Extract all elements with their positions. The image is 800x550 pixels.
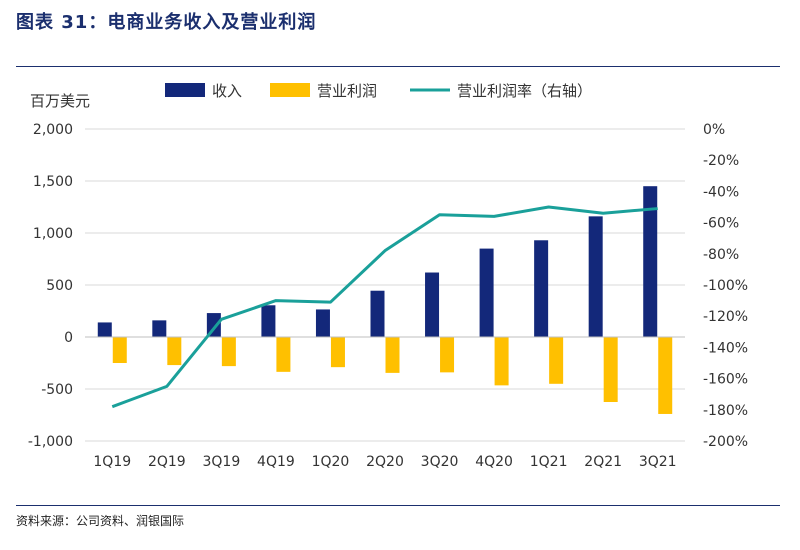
bar-revenue <box>425 272 440 337</box>
x-tick-label: 1Q21 <box>530 454 568 470</box>
bar-operating-profit <box>276 337 291 372</box>
bar-revenue <box>534 240 549 337</box>
y-tick-label: 500 <box>46 278 73 294</box>
legend-label-revenue: 收入 <box>212 82 242 100</box>
title-divider <box>16 66 780 67</box>
bar-operating-profit <box>167 337 182 366</box>
x-tick-label: 3Q21 <box>639 454 677 470</box>
y-tick-label: -1,000 <box>28 434 73 450</box>
legend-label-operating-margin: 营业利润率（右轴） <box>457 82 592 100</box>
legend-label-operating-profit: 营业利润 <box>317 82 377 100</box>
bar-revenue <box>97 322 112 337</box>
y2-tick-label: -60% <box>703 216 739 232</box>
bar-operating-profit <box>603 337 618 402</box>
y2-tick-label: -140% <box>703 340 748 356</box>
bar-operating-profit <box>494 337 509 386</box>
chart-title: 图表 31：电商业务收入及营业利润 <box>16 12 317 33</box>
x-tick-label: 3Q20 <box>421 454 459 470</box>
bar-operating-profit <box>330 337 345 368</box>
bar-operating-profit <box>440 337 455 373</box>
x-tick-label: 2Q19 <box>148 454 186 470</box>
x-tick-label: 1Q19 <box>93 454 131 470</box>
bar-revenue <box>261 305 276 337</box>
footer-divider <box>16 505 780 506</box>
x-tick-label: 3Q19 <box>202 454 240 470</box>
y2-tick-label: -100% <box>703 278 748 294</box>
y2-tick-label: -160% <box>703 372 748 388</box>
combo-chart: -1,000 -500 0 500 1,000 1,500 2,000 -200% -180% -… <box>28 82 748 470</box>
y2-tick-label: -40% <box>703 184 739 200</box>
bar-operating-profit <box>385 337 400 373</box>
x-tick-label: 4Q20 <box>475 454 513 470</box>
y-axis-title: 百万美元 <box>30 92 90 110</box>
x-tick-label: 2Q21 <box>584 454 622 470</box>
source-note: 资料来源：公司资料、润银国际 <box>16 514 185 528</box>
y2-tick-label: -80% <box>703 247 739 263</box>
bar-revenue <box>643 186 658 337</box>
x-tick-label: 2Q20 <box>366 454 404 470</box>
bar-revenue <box>315 309 330 337</box>
bar-revenue <box>370 290 385 337</box>
legend-swatch-operating-profit <box>270 83 310 97</box>
y2-tick-label: -20% <box>703 153 739 169</box>
line-operating-margin <box>111 205 658 409</box>
y-tick-label: 2,000 <box>33 122 73 138</box>
y-tick-label: 1,500 <box>33 174 73 190</box>
y2-tick-label: 0% <box>703 122 725 138</box>
y-tick-label: 1,000 <box>33 226 73 242</box>
legend-swatch-revenue <box>165 83 205 97</box>
y-tick-label: -500 <box>41 382 73 398</box>
y2-tick-label: -200% <box>703 434 748 450</box>
x-tick-label: 4Q19 <box>257 454 295 470</box>
y2-tick-label: -120% <box>703 309 748 325</box>
bar-operating-profit <box>221 337 236 367</box>
x-tick-label: 1Q20 <box>312 454 350 470</box>
bar-revenue <box>479 248 494 337</box>
y-tick-label: 0 <box>64 330 73 346</box>
bar-operating-profit <box>549 337 564 384</box>
y2-tick-label: -180% <box>703 403 748 419</box>
bar-revenue <box>588 216 603 337</box>
bar-revenue <box>152 320 167 337</box>
bar-operating-profit <box>112 337 127 363</box>
bar-operating-profit <box>658 337 673 414</box>
